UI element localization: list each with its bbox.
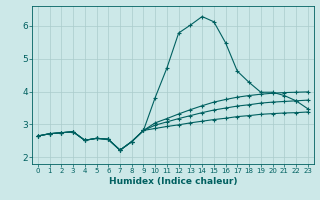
X-axis label: Humidex (Indice chaleur): Humidex (Indice chaleur) [108, 177, 237, 186]
